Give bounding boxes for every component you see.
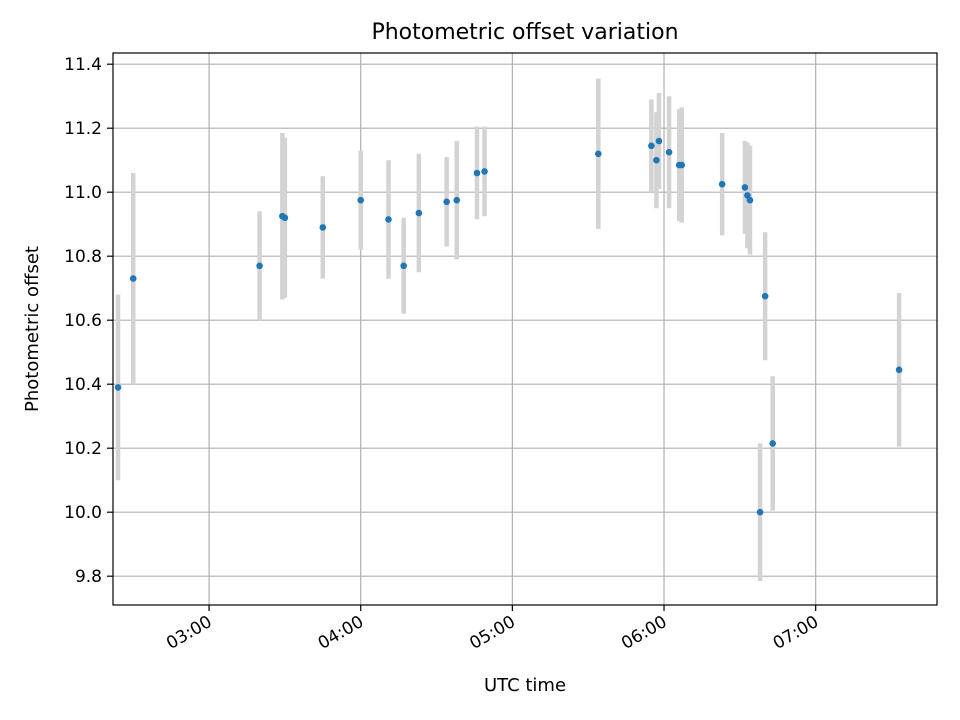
y-tick-label: 10.0 — [64, 503, 102, 523]
plot-frame — [112, 52, 938, 606]
data-point — [473, 169, 481, 177]
data-point — [114, 384, 122, 391]
grid-lines — [113, 53, 937, 605]
data-point — [741, 184, 749, 191]
y-tick-label: 10.8 — [64, 247, 102, 267]
data-point — [678, 161, 686, 169]
x-axis-label: UTC time — [484, 675, 566, 696]
data-point — [648, 142, 655, 150]
data-point — [665, 148, 673, 156]
y-tick-label: 10.4 — [64, 375, 102, 395]
data-point — [746, 196, 754, 204]
data-point — [895, 366, 903, 374]
data-point — [481, 168, 488, 175]
data-point — [718, 180, 726, 188]
y-tick-label: 10.2 — [64, 439, 102, 459]
data-point — [357, 196, 365, 204]
y-tick-label: 11.0 — [64, 183, 102, 203]
y-tick-label: 10.6 — [64, 311, 102, 331]
chart-title: Photometric offset variation — [371, 20, 678, 45]
data-point — [281, 214, 289, 222]
data-point — [443, 198, 450, 206]
data-point — [256, 262, 263, 270]
data-point — [415, 209, 423, 217]
data-point — [400, 262, 407, 270]
data-point — [385, 216, 392, 223]
data-points — [114, 137, 903, 516]
data-point — [595, 150, 602, 158]
data-point — [319, 224, 327, 231]
y-axis-label: Photometric offset — [22, 246, 43, 412]
data-point — [129, 275, 137, 282]
data-point — [653, 156, 660, 164]
y-tick-label: 11.4 — [64, 55, 102, 75]
y-axis-ticks: 9.8 10.0 10.2 10.4 10.6 10.8 11.0 11.2 11.4 — [64, 55, 113, 587]
data-point — [761, 292, 769, 300]
y-tick-label: 11.2 — [64, 119, 102, 139]
data-point — [756, 508, 764, 516]
data-point — [769, 440, 777, 447]
data-point — [453, 196, 461, 204]
data-point — [655, 137, 663, 145]
y-tick-label: 9.8 — [75, 567, 102, 587]
